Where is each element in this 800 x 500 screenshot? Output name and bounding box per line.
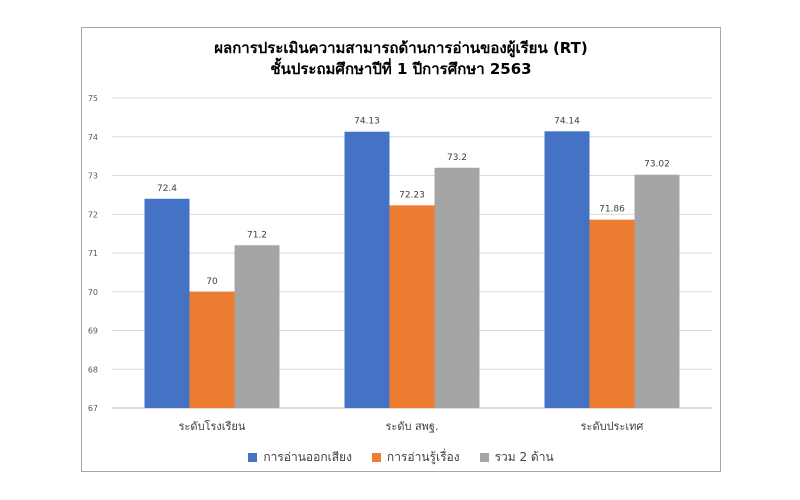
legend-item: การอ่านออกเสียง <box>248 448 352 467</box>
legend-label: การอ่านรู้เรื่อง <box>386 450 460 464</box>
data-label: 73.02 <box>644 160 670 170</box>
bar <box>344 131 390 408</box>
bar <box>144 198 190 408</box>
chart-frame: ผลการประเมินความสามารถด้านการอ่านของผู้เ… <box>81 27 721 472</box>
y-tick-label: 67 <box>88 404 98 413</box>
y-tick-label: 73 <box>88 172 98 181</box>
data-label: 73.2 <box>447 153 467 163</box>
legend-swatch <box>371 453 381 462</box>
chart-legend: การอ่านออกเสียง การอ่านรู้เรื่อง รวม 2 ด้า… <box>82 448 720 467</box>
data-label: 70 <box>206 277 218 287</box>
data-label: 72.23 <box>399 190 425 200</box>
bar <box>634 174 680 408</box>
legend-label: การอ่านออกเสียง <box>263 450 352 464</box>
x-category-label: ระดับโรงเรียน <box>179 419 246 433</box>
bar <box>389 205 435 408</box>
x-category-label: ระดับ สพฐ. <box>386 420 439 433</box>
bar-chart: 67 68 69 70 71 72 73 74 75 72.4 70 71.2 ระดับโรงเรีย… <box>88 94 712 433</box>
data-label: 71.86 <box>599 205 625 215</box>
bar <box>589 219 635 408</box>
y-tick-label: 72 <box>88 210 98 219</box>
x-category-label: ระดับประเทศ <box>581 420 644 433</box>
y-tick-label: 71 <box>88 249 98 258</box>
legend-item: รวม 2 ด้าน <box>479 448 554 467</box>
data-label: 74.14 <box>554 116 580 126</box>
chart-title-block: ผลการประเมินความสามารถด้านการอ่านของผู้เ… <box>82 38 720 80</box>
legend-swatch <box>248 453 258 462</box>
data-label: 71.2 <box>247 230 267 240</box>
y-tick-label: 69 <box>88 327 98 336</box>
chart-title: ผลการประเมินความสามารถด้านการอ่านของผู้เ… <box>214 39 588 57</box>
bar <box>189 291 235 408</box>
bar <box>434 167 480 408</box>
y-tick-label: 68 <box>88 365 98 374</box>
legend-label: รวม 2 ด้าน <box>494 450 554 464</box>
bar <box>544 131 590 408</box>
y-tick-label: 74 <box>88 133 98 142</box>
bar <box>234 245 280 408</box>
data-label: 74.13 <box>354 117 380 127</box>
legend-swatch <box>479 453 489 462</box>
chart-subtitle: ชั้นประถมศึกษาปีที่ 1 ปีการศึกษา 2563 <box>270 60 532 78</box>
data-label: 72.4 <box>157 184 177 194</box>
y-tick-label: 75 <box>88 94 98 103</box>
y-tick-label: 70 <box>88 288 98 297</box>
legend-item: การอ่านรู้เรื่อง <box>371 448 460 467</box>
